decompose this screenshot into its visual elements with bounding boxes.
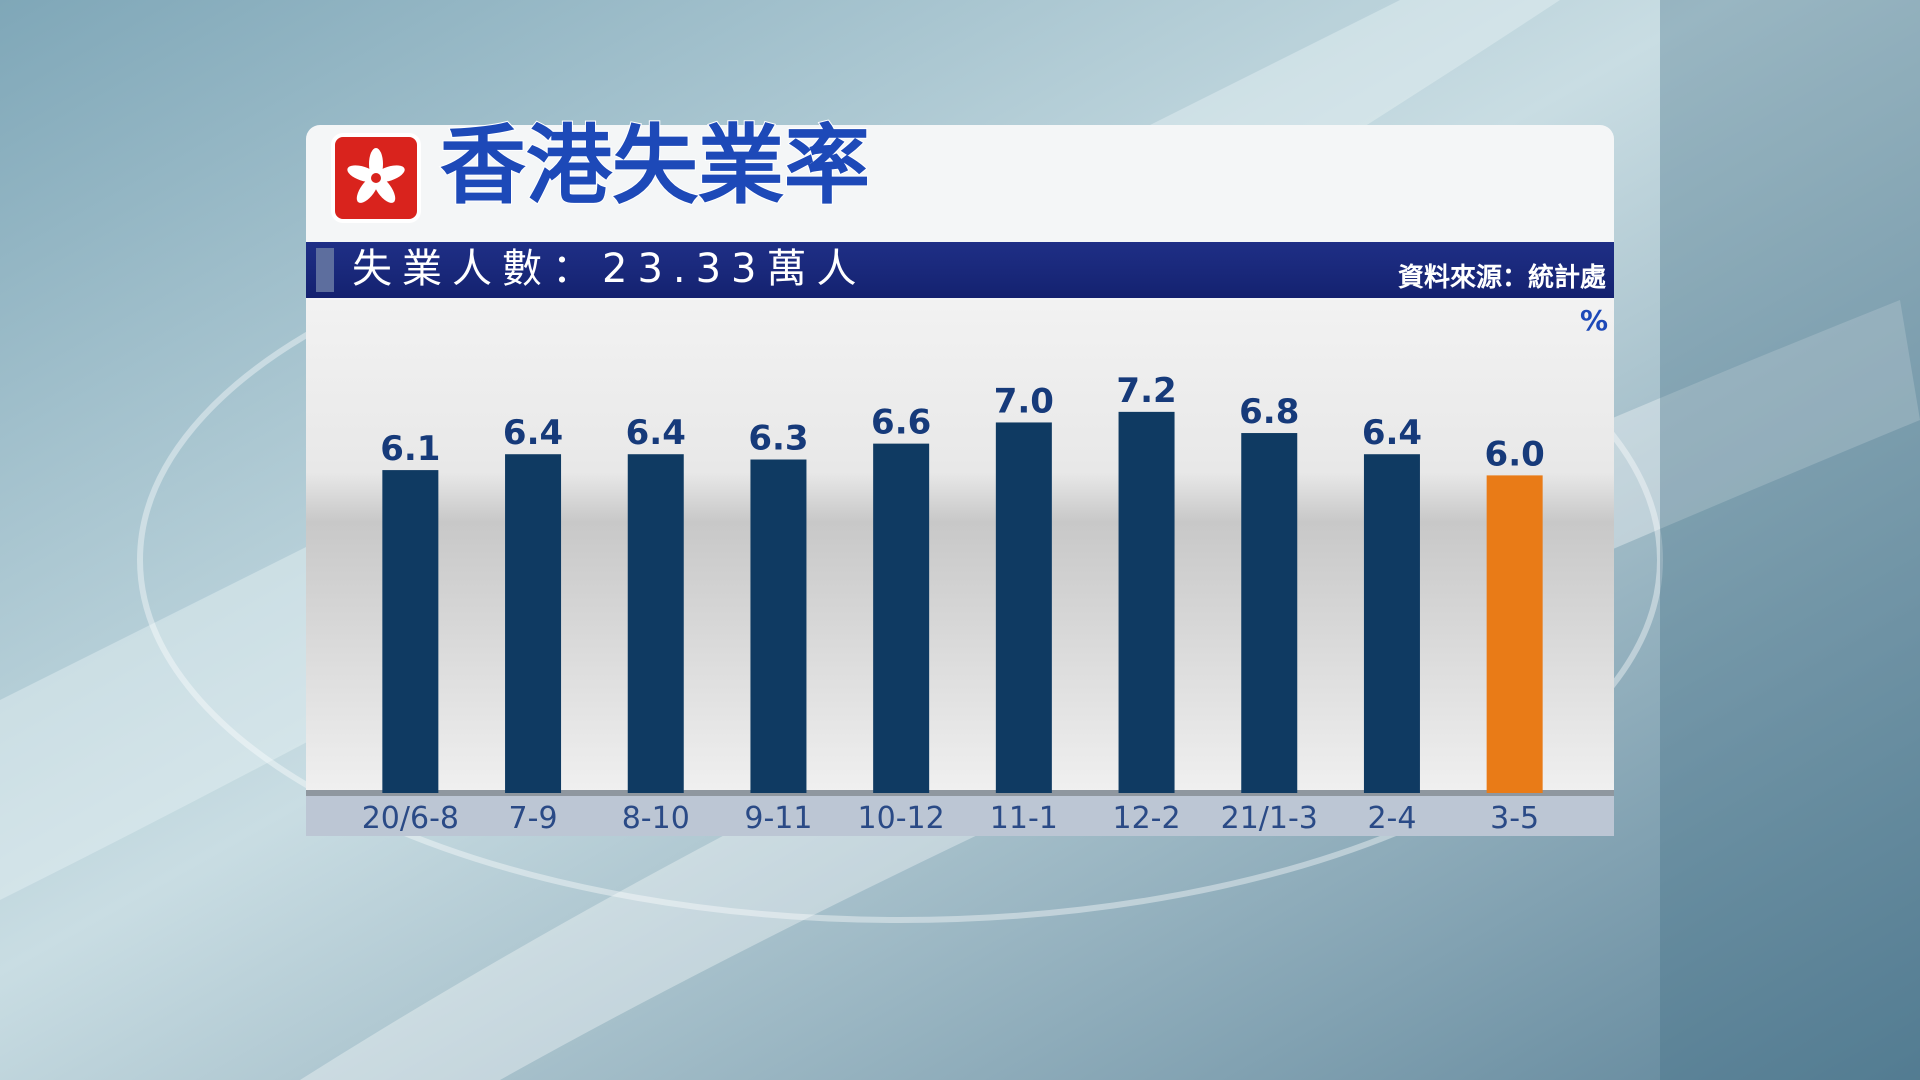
- x-tick-label: 11-1: [990, 801, 1058, 836]
- bauhinia: [347, 148, 405, 203]
- unit-label: %: [1580, 304, 1608, 337]
- value-label: 6.0: [1485, 434, 1545, 474]
- baseline: [306, 790, 1614, 796]
- x-tick-label: 10-12: [858, 801, 945, 836]
- value-label: 6.4: [626, 413, 686, 453]
- bar: [382, 470, 439, 793]
- value-label: 7.2: [1116, 371, 1176, 411]
- x-tick-label: 20/6-8: [362, 801, 459, 836]
- bar: [505, 454, 562, 793]
- value-label: 6.1: [380, 429, 440, 469]
- axis-band: [306, 793, 1614, 836]
- x-tick-label: 7-9: [509, 801, 558, 836]
- x-tick-label: 8-10: [622, 801, 690, 836]
- x-tick-label: 12-2: [1113, 801, 1181, 836]
- x-tick-label: 21/1-3: [1221, 801, 1318, 836]
- bar: [1363, 454, 1420, 793]
- bar: [1118, 411, 1175, 793]
- side-panel: [1660, 0, 1920, 1080]
- bar: [627, 454, 684, 793]
- bar: [995, 422, 1052, 793]
- subtitle-marker: [316, 248, 334, 292]
- source: 資料來源：統計處: [1398, 262, 1606, 293]
- subtitle: 失業人數：23.33萬人: [352, 246, 867, 292]
- value-label: 6.8: [1239, 392, 1299, 432]
- x-tick-label: 2-4: [1367, 801, 1416, 836]
- subtitle-bar: [306, 242, 1614, 298]
- bar: [1486, 475, 1543, 793]
- bar: [1241, 433, 1298, 793]
- chart-title: 香港失業率: [440, 116, 870, 216]
- value-label: 6.4: [503, 413, 563, 453]
- x-tick-label: 9-11: [744, 801, 812, 836]
- value-label: 6.3: [748, 419, 808, 459]
- bar: [750, 459, 807, 793]
- x-tick-label: 3-5: [1490, 801, 1539, 836]
- value-label: 6.4: [1362, 413, 1422, 453]
- bar: [873, 443, 930, 793]
- value-label: 6.6: [871, 403, 931, 443]
- value-label: 7.0: [994, 381, 1054, 421]
